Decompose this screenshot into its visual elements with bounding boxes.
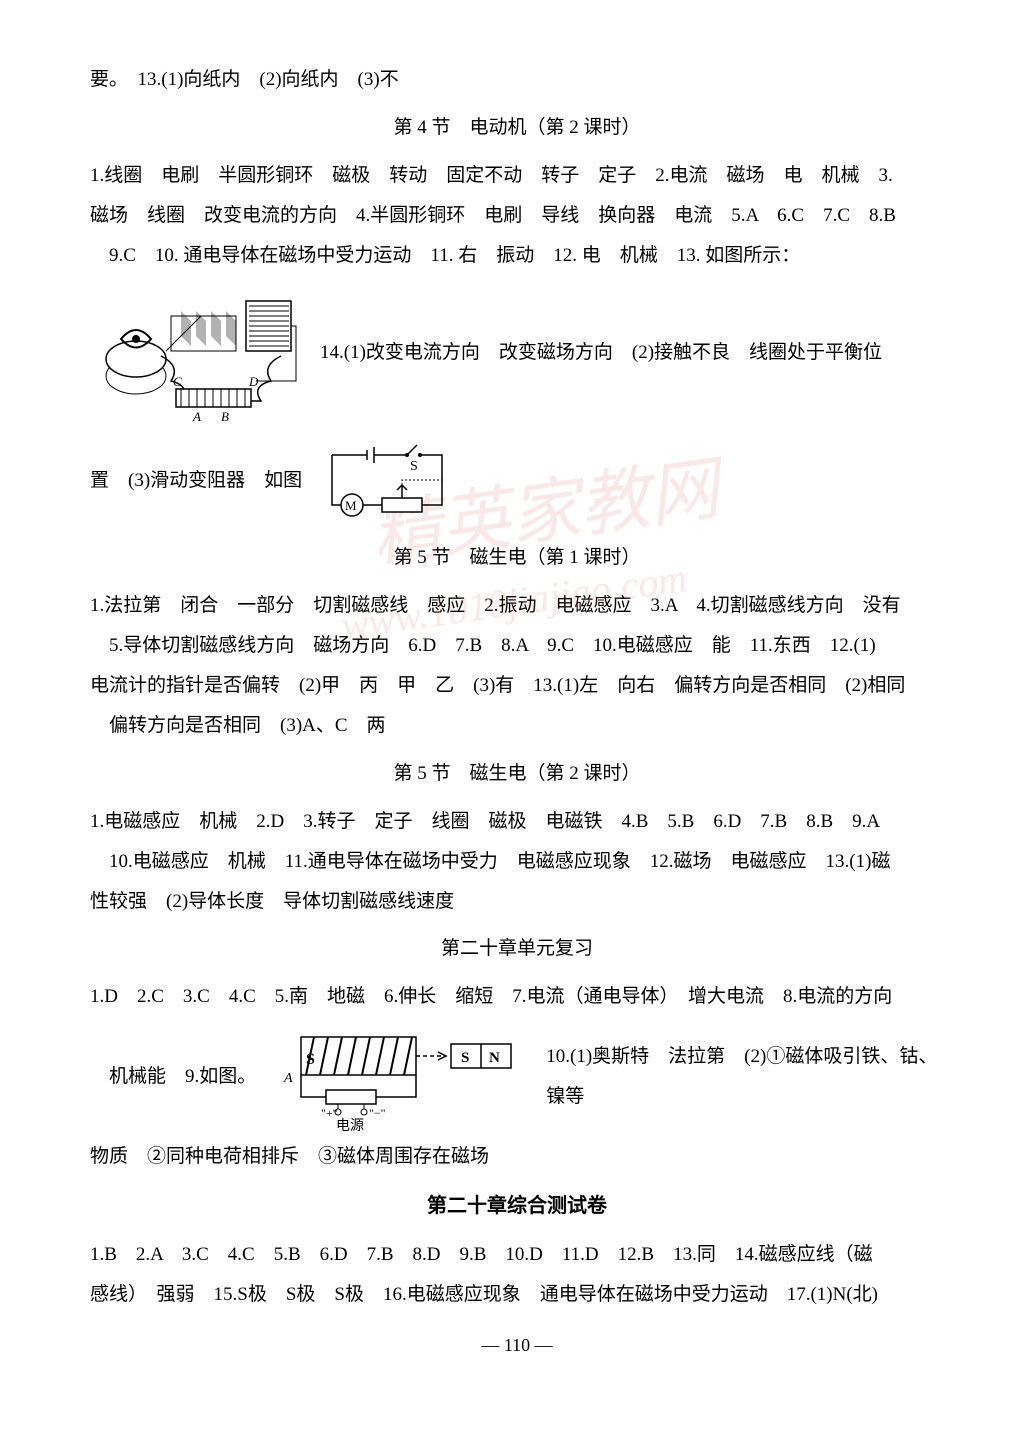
page-content: 精英家教网 www.1010jiajiao.com 要。 13.(1)向纸内 (… <box>90 60 944 1365</box>
sec3-p2: 10.电磁感应 机械 11.通电导体在磁场中受力 电磁感应现象 12.磁场 电磁… <box>90 842 944 882</box>
sec4-p3: 物质 ②同种电荷相排斥 ③磁体周围存在磁场 <box>90 1137 944 1177</box>
sec1-diagram-row1: C D A B 14.(1)改变电流方向 改变磁场方向 (2)接触不良 线圈处于… <box>90 275 944 430</box>
sec1-diagram-row2: 置 (3)滑动变阻器 如图 S M <box>90 430 944 530</box>
sec1-p1: 1.线圈 电刷 半圆形铜环 磁极 转动 固定不动 转子 定子 2.电流 磁场 电… <box>90 156 944 196</box>
label-S: S <box>410 459 418 474</box>
label-A: A <box>192 409 201 424</box>
motor-circuit-diagram: C D A B <box>100 280 310 425</box>
section-5-title: 第二十章综合测试卷 <box>90 1185 944 1227</box>
sec5-p1: 1.B 2.A 3.C 4.C 5.B 6.D 7.B 8.D 9.B 10.D… <box>90 1235 944 1275</box>
sec4-diagram-row: 机械能 9.如图。 S S N A "+" "−" <box>90 1017 944 1137</box>
label-M: M <box>345 498 357 513</box>
solenoid-diagram: S S N A "+" "−" 电源 <box>266 1022 536 1132</box>
label-A: A <box>283 1071 293 1086</box>
section-1-title: 第 4 节 电动机（第 2 课时） <box>90 108 944 148</box>
section-2-title: 第 5 节 磁生电（第 1 课时） <box>90 538 944 578</box>
sec2-p3: 电流计的指针是否偏转 (2)甲 丙 甲 乙 (3)有 13.(1)左 向右 偏转… <box>90 666 944 706</box>
label-source: 电源 <box>336 1118 364 1132</box>
sec1-p3: 9.C 10. 通电导体在磁场中受力运动 11. 右 振动 12. 电 机械 1… <box>90 236 944 276</box>
sec4-p2-left: 机械能 9.如图。 <box>90 1057 256 1097</box>
sec2-p4: 偏转方向是否相同 (3)A、C 两 <box>90 706 944 746</box>
sec3-p1: 1.电磁感应 机械 2.D 3.转子 定子 线圈 磁极 电磁铁 4.B 5.B … <box>90 802 944 842</box>
rheostat-circuit-diagram: S M <box>312 435 462 525</box>
page-number: — 110 — <box>90 1327 944 1365</box>
sec5-p2: 感线） 强弱 15.S极 S极 S极 16.电磁感应现象 通电导体在磁场中受力运… <box>90 1275 944 1315</box>
section-4-title: 第二十章单元复习 <box>90 929 944 969</box>
label-minus: "−" <box>369 1106 386 1120</box>
top-continuation-line: 要。 13.(1)向纸内 (2)向纸内 (3)不 <box>90 60 944 100</box>
sec1-p2: 磁场 线圈 改变电流的方向 4.半圆形铜环 电刷 导线 换向器 电流 5.A 6… <box>90 196 944 236</box>
sec3-p3: 性较强 (2)导体长度 导体切割磁感线速度 <box>90 882 944 922</box>
sec1-p4: 14.(1)改变电流方向 改变磁场方向 (2)接触不良 线圈处于平衡位 <box>320 333 944 373</box>
label-S1: S <box>306 1051 315 1068</box>
sec4-p1: 1.D 2.C 3.C 4.C 5.南 地磁 6.伸长 缩短 7.电流（通电导体… <box>90 977 944 1017</box>
label-N: N <box>489 1050 500 1066</box>
label-S2: S <box>461 1050 469 1066</box>
sec2-p2: 5.导体切割磁感线方向 磁场方向 6.D 7.B 8.A 9.C 10.电磁感应… <box>90 626 944 666</box>
label-plus: "+" <box>321 1106 338 1120</box>
label-B: B <box>221 409 229 424</box>
section-3-title: 第 5 节 磁生电（第 2 课时） <box>90 754 944 794</box>
sec1-p5-left: 置 (3)滑动变阻器 如图 <box>90 461 302 501</box>
sec2-p1: 1.法拉第 闭合 一部分 切割磁感线 感应 2.振动 电磁感应 3.A 4.切割… <box>90 586 944 626</box>
sec4-p2-right: 10.(1)奥斯特 法拉第 (2)①磁体吸引铁、钴、镍等 <box>546 1037 944 1117</box>
label-C: C <box>173 374 182 389</box>
